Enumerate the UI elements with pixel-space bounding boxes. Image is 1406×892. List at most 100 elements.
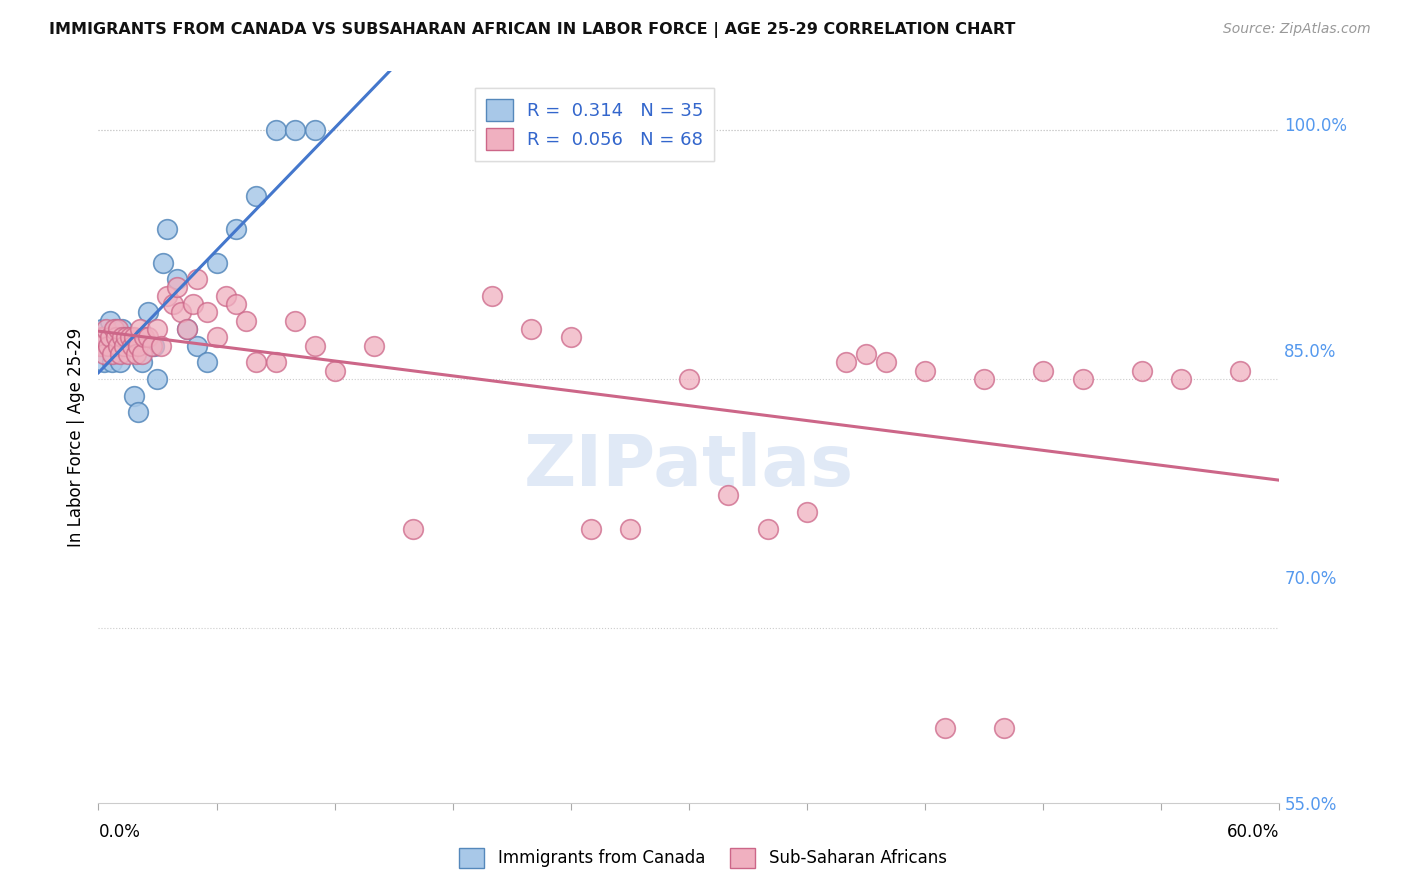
Point xyxy=(141,338,163,352)
Point xyxy=(973,372,995,386)
Point xyxy=(402,521,425,535)
Point xyxy=(481,289,503,303)
Point xyxy=(1032,363,1054,377)
Point xyxy=(215,289,238,303)
Point xyxy=(835,355,858,369)
Point xyxy=(245,355,267,369)
Point xyxy=(855,347,877,361)
Point xyxy=(111,322,134,336)
Point xyxy=(101,347,124,361)
Point xyxy=(131,355,153,369)
Point xyxy=(98,330,121,344)
Point xyxy=(796,505,818,519)
Point xyxy=(136,305,159,319)
Point xyxy=(131,347,153,361)
Point xyxy=(993,721,1015,735)
Point xyxy=(245,189,267,203)
Point xyxy=(156,289,179,303)
Point xyxy=(579,521,602,535)
Point xyxy=(112,330,135,344)
Point xyxy=(304,122,326,136)
Point xyxy=(166,280,188,294)
Point xyxy=(1170,372,1192,386)
Text: IMMIGRANTS FROM CANADA VS SUBSAHARAN AFRICAN IN LABOR FORCE | AGE 25-29 CORRELAT: IMMIGRANTS FROM CANADA VS SUBSAHARAN AFR… xyxy=(49,22,1015,38)
Point xyxy=(162,297,184,311)
Point xyxy=(96,330,118,344)
Point xyxy=(122,388,145,402)
Point xyxy=(122,330,145,344)
Point xyxy=(146,372,169,386)
Y-axis label: In Labor Force | Age 25-29: In Labor Force | Age 25-29 xyxy=(66,327,84,547)
Point xyxy=(186,272,208,286)
Point xyxy=(284,314,307,328)
Point xyxy=(108,347,131,361)
Point xyxy=(1071,372,1094,386)
Point xyxy=(136,330,159,344)
Point xyxy=(1229,363,1251,377)
Point xyxy=(195,355,218,369)
Text: 0.0%: 0.0% xyxy=(98,822,141,841)
Point xyxy=(264,355,287,369)
Point xyxy=(127,405,149,419)
Point xyxy=(91,330,114,344)
Point xyxy=(142,338,165,352)
Point xyxy=(108,355,131,369)
Point xyxy=(103,322,125,336)
Point xyxy=(323,363,346,377)
Point xyxy=(121,338,143,352)
Point xyxy=(1130,363,1153,377)
Point xyxy=(98,330,121,344)
Point xyxy=(107,338,129,352)
Point xyxy=(93,347,115,361)
Point xyxy=(118,330,141,344)
Point xyxy=(125,347,148,361)
Point xyxy=(89,338,111,352)
Point xyxy=(264,122,287,136)
Point xyxy=(128,322,150,336)
Point xyxy=(756,521,779,535)
Point xyxy=(93,355,115,369)
Point xyxy=(152,255,174,269)
Point xyxy=(111,330,134,344)
Point xyxy=(678,372,700,386)
Point xyxy=(101,338,124,352)
Point xyxy=(176,322,198,336)
Point xyxy=(166,272,188,286)
Text: Source: ZipAtlas.com: Source: ZipAtlas.com xyxy=(1223,22,1371,37)
Point xyxy=(225,297,247,311)
Point xyxy=(115,330,138,344)
Point xyxy=(127,338,149,352)
Point xyxy=(619,521,641,535)
Text: 60.0%: 60.0% xyxy=(1227,822,1279,841)
Point xyxy=(186,338,208,352)
Legend: R =  0.314   N = 35, R =  0.056   N = 68: R = 0.314 N = 35, R = 0.056 N = 68 xyxy=(475,87,714,161)
Point xyxy=(115,330,138,344)
Point xyxy=(934,721,956,735)
Point xyxy=(97,338,120,352)
Point xyxy=(107,322,129,336)
Point xyxy=(103,347,125,361)
Point xyxy=(914,363,936,377)
Point xyxy=(117,347,139,361)
Point xyxy=(170,305,193,319)
Point xyxy=(235,314,257,328)
Point xyxy=(105,330,128,344)
Point xyxy=(97,338,120,352)
Point xyxy=(195,305,218,319)
Point xyxy=(156,222,179,236)
Point xyxy=(96,322,118,336)
Point xyxy=(112,338,135,352)
Point xyxy=(875,355,897,369)
Text: ZIPatlas: ZIPatlas xyxy=(524,432,853,500)
Point xyxy=(560,330,582,344)
Point xyxy=(205,330,228,344)
Point xyxy=(98,314,121,328)
Point xyxy=(132,330,155,344)
Point xyxy=(176,322,198,336)
Point xyxy=(146,322,169,336)
Point xyxy=(717,488,740,502)
Point xyxy=(225,222,247,236)
Point xyxy=(181,297,204,311)
Point xyxy=(363,338,385,352)
Point xyxy=(89,338,111,352)
